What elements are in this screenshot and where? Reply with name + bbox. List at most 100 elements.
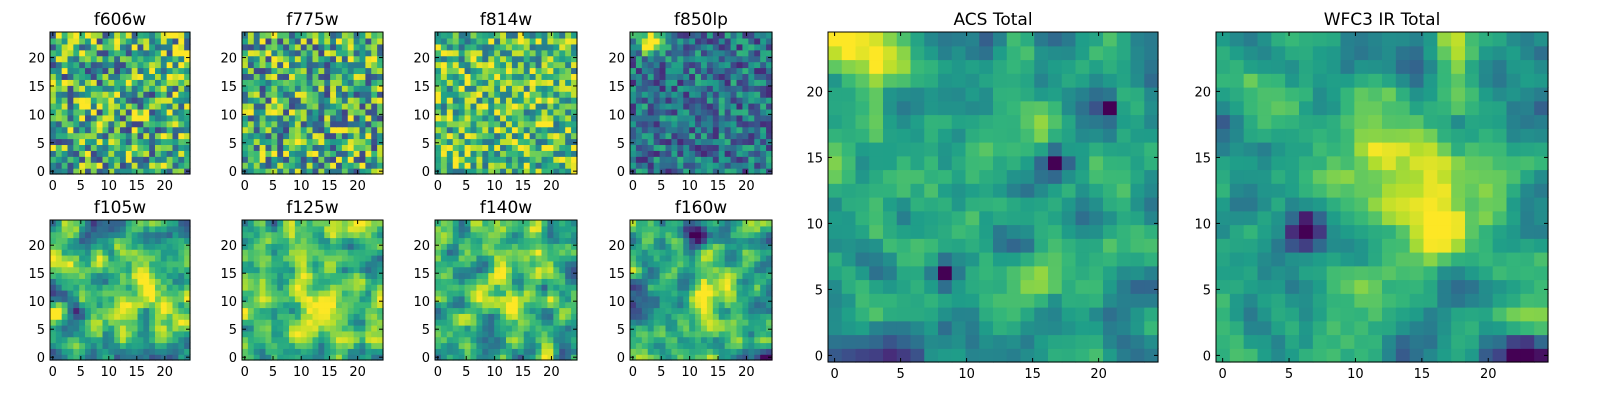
heatmap-cell — [677, 73, 684, 80]
heatmap-cell — [318, 91, 325, 98]
heatmap-cell — [253, 49, 261, 57]
heatmap-cell — [571, 79, 578, 86]
heatmap-cell — [689, 73, 696, 80]
heatmap-cell — [85, 126, 92, 134]
heatmap-cell — [79, 231, 86, 239]
heatmap-cell — [283, 73, 290, 80]
heatmap-cell — [166, 290, 174, 297]
heatmap-cell — [265, 348, 272, 355]
heatmap-cell — [482, 336, 489, 344]
heatmap-cell — [712, 325, 720, 332]
heatmap-cell — [470, 272, 478, 279]
heatmap-cell — [90, 144, 98, 151]
heatmap-cell — [137, 231, 144, 239]
heatmap-cell — [172, 290, 179, 297]
heatmap-cell — [653, 243, 661, 250]
heatmap-cell — [440, 55, 448, 63]
heatmap-cell — [172, 67, 179, 75]
heatmap-cell — [73, 231, 80, 239]
heatmap-cell — [677, 354, 684, 361]
heatmap-cell — [683, 162, 690, 169]
heatmap-cell — [494, 168, 501, 175]
heatmap-cell — [336, 325, 343, 332]
heatmap-cell — [500, 73, 507, 80]
heatmap-cell — [653, 301, 661, 309]
heatmap-cell — [289, 237, 296, 244]
heatmap-cell — [506, 225, 513, 233]
heatmap-cell — [742, 156, 749, 163]
heatmap-cell — [910, 307, 925, 322]
heatmap-cell — [748, 67, 755, 75]
heatmap-cell — [677, 249, 684, 256]
heatmap-cell — [341, 243, 349, 250]
heatmap-cell — [541, 73, 549, 80]
heatmap-cell — [242, 103, 249, 110]
heatmap-cell — [184, 61, 191, 69]
heatmap-cell — [265, 307, 272, 314]
heatmap-cell — [149, 67, 156, 75]
heatmap-cell — [120, 37, 127, 45]
heatmap-cell — [446, 126, 454, 134]
heatmap-cell — [671, 162, 678, 169]
heatmap-cell — [324, 284, 331, 291]
heatmap-cell — [371, 91, 378, 98]
heatmap-cell — [300, 295, 308, 303]
heatmap-cell — [102, 301, 109, 309]
y-tick-label: 10 — [28, 108, 45, 123]
heatmap-cell — [271, 342, 278, 349]
heatmap-cell — [979, 293, 994, 308]
heatmap-cell — [695, 319, 702, 326]
heatmap-cell — [470, 243, 478, 250]
heatmap-cell — [641, 284, 649, 291]
heatmap-cell — [125, 67, 133, 75]
heatmap-cell — [184, 120, 191, 128]
heatmap-cell — [695, 32, 702, 39]
heatmap-cell — [565, 67, 572, 75]
heatmap-cell — [155, 336, 162, 344]
heatmap-cell — [748, 348, 755, 355]
heatmap-cell — [114, 97, 121, 104]
heatmap-cell — [517, 260, 525, 268]
heatmap-cell — [300, 91, 308, 98]
heatmap-cell — [178, 37, 185, 45]
heatmap-cell — [1006, 293, 1022, 308]
heatmap-cells — [435, 32, 578, 175]
heatmap-cell — [1116, 334, 1132, 349]
heatmap-cell — [85, 313, 92, 320]
heatmap-cell — [565, 55, 572, 63]
heatmap-cell — [149, 260, 156, 268]
heatmap-cell — [488, 103, 495, 110]
heatmap-cell — [102, 132, 109, 140]
heatmap-cell — [464, 120, 472, 128]
heatmap-cell — [365, 325, 372, 332]
heatmap-cell — [247, 91, 255, 98]
heatmap-cell — [547, 162, 554, 169]
heatmap-cell — [149, 61, 156, 69]
heatmap-cell — [706, 284, 714, 291]
heatmap-cell — [701, 284, 708, 291]
heatmap-cell — [149, 284, 156, 291]
x-tick-label: 0 — [629, 365, 637, 380]
heatmap-cell — [265, 255, 272, 262]
heatmap-cell — [120, 114, 127, 122]
heatmap-cell — [718, 168, 726, 175]
heatmap-cell — [683, 272, 690, 279]
heatmap-cell — [172, 32, 179, 39]
heatmap-cell — [247, 243, 255, 250]
heatmap-cell — [289, 61, 296, 69]
heatmap-cell — [324, 162, 331, 169]
heatmap-cell — [90, 290, 98, 297]
heatmap-cell — [517, 220, 525, 227]
heatmap-cell — [458, 307, 466, 314]
heatmap-cell — [748, 138, 755, 146]
heatmap-cell — [259, 37, 267, 45]
heatmap-cell — [73, 313, 80, 320]
heatmap-cell — [671, 249, 678, 256]
heatmap-cell — [73, 249, 80, 256]
heatmap-cell — [289, 91, 296, 98]
heatmap-cell — [547, 325, 554, 332]
heatmap-cell — [571, 55, 578, 63]
heatmap-cell — [166, 43, 174, 51]
heatmap-cell — [517, 73, 525, 80]
heatmap-cell — [565, 138, 572, 146]
